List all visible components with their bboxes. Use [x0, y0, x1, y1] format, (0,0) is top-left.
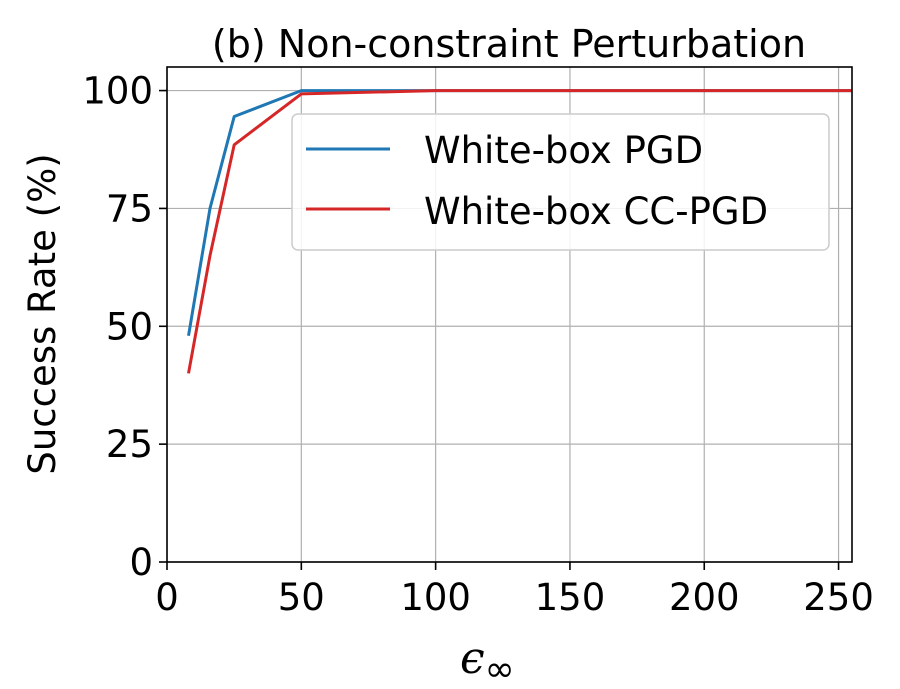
series-line-white-box-cc-pgd — [187, 89, 852, 374]
chart-title: (b) Non-constraint Perturbation — [212, 22, 806, 66]
x-axis-label: ϵ∞ — [460, 633, 515, 689]
x-axis-label-symbol: ϵ — [460, 633, 485, 684]
x-axis-label-subscript: ∞ — [485, 649, 515, 689]
y-axis-label: Success Rate (%) — [21, 153, 64, 474]
legend: White-box PGD White-box CC-PGD — [291, 113, 830, 251]
x-tick-label-250: 250 — [803, 576, 874, 619]
y-tick-label-75: 75 — [106, 187, 153, 230]
y-tick-label-25: 25 — [106, 423, 153, 466]
legend-entry-white-box-cc-pgd: White-box CC-PGD — [424, 190, 768, 233]
x-tick-label-50: 50 — [278, 576, 325, 619]
plot-area-frame — [166, 66, 853, 563]
axis-ticks: 0 50 100 150 200 250 0 25 50 75 100 — [82, 70, 874, 619]
x-tick-label-200: 200 — [669, 576, 740, 619]
y-tick-label-100: 100 — [82, 70, 153, 113]
x-tick-label-0: 0 — [155, 576, 179, 619]
y-tick-label-50: 50 — [106, 305, 153, 348]
legend-frame — [291, 113, 830, 251]
legend-entry-white-box-pgd: White-box PGD — [424, 129, 703, 172]
x-tick-label-150: 150 — [535, 576, 606, 619]
y-tick-label-0: 0 — [129, 541, 153, 584]
series-lines — [187, 89, 852, 374]
x-tick-label-100: 100 — [400, 576, 471, 619]
